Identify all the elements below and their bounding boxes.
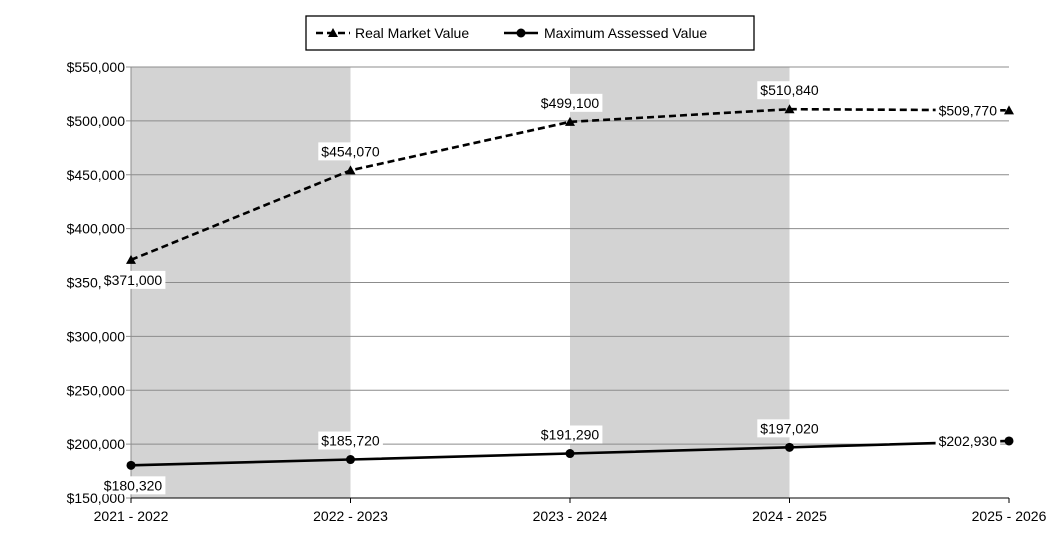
data-label-text: $180,320 xyxy=(104,477,163,493)
y-tick-label: $300,000 xyxy=(67,328,126,344)
x-tick-label: 2024 - 2025 xyxy=(752,508,827,524)
y-tick-label: $250,000 xyxy=(67,382,126,398)
data-label: $180,320 xyxy=(100,476,166,495)
real-market-value-line xyxy=(130,107,1010,262)
y-tick-label: $500,000 xyxy=(67,113,126,129)
y-tick-label: $450,000 xyxy=(67,167,126,183)
data-label-background xyxy=(537,425,603,444)
circle-point xyxy=(565,449,575,459)
y-tick-label: $200,000 xyxy=(67,436,126,452)
data-label-background xyxy=(318,142,383,161)
data-label: $499,100 xyxy=(537,93,603,112)
data-label: $371,000 xyxy=(100,270,166,289)
triangle-point xyxy=(126,254,136,264)
x-tick-label: 2023 - 2024 xyxy=(533,508,608,524)
data-label-background xyxy=(757,419,822,438)
triangle-point xyxy=(565,116,575,126)
data-label-text: $185,720 xyxy=(321,433,380,449)
triangle-point xyxy=(345,165,356,175)
data-label-background xyxy=(757,81,822,100)
triangle-point xyxy=(784,104,795,114)
legend-label: Maximum Assessed Value xyxy=(544,25,707,41)
x-tick-label: 2021 - 2022 xyxy=(94,508,169,524)
series-lines xyxy=(126,104,1014,470)
circle-point xyxy=(1004,436,1014,446)
data-label: $191,290 xyxy=(537,425,603,444)
y-tick-label: $550,000 xyxy=(67,59,126,75)
data-label-text: $499,100 xyxy=(541,95,600,111)
circle-point xyxy=(785,442,794,452)
data-label-background xyxy=(935,431,1001,450)
triangle-point xyxy=(1004,105,1014,115)
x-tick-label: 2025 - 2026 xyxy=(972,508,1047,524)
data-label-text: $202,930 xyxy=(939,433,998,449)
circle-point xyxy=(346,455,355,465)
data-label: $454,070 xyxy=(318,142,383,161)
y-tick-label: $400,000 xyxy=(67,221,126,237)
data-label: $510,840 xyxy=(757,81,822,100)
data-label-text: $191,290 xyxy=(541,427,600,443)
data-label-text: $197,020 xyxy=(760,420,819,436)
data-label: $509,770 xyxy=(935,101,1001,120)
data-label-background xyxy=(318,431,383,450)
legend-triangle-marker xyxy=(328,28,338,37)
x-tick-label: 2022 - 2023 xyxy=(313,508,388,524)
data-label-text: $509,770 xyxy=(939,102,998,118)
data-labels: $371,000 $454,070 $499,100 $510,840 $509,770… xyxy=(100,81,1001,495)
legend-circle-marker xyxy=(516,28,526,38)
circle-point xyxy=(126,460,136,470)
legend: Real Market Value Maximum Assessed Value xyxy=(305,15,755,51)
axes: $150,000$200,000$250,000$300,000$350,000… xyxy=(67,59,1047,524)
data-label-background xyxy=(935,101,1001,120)
data-label-text: $371,000 xyxy=(104,272,163,288)
data-label: $202,930 xyxy=(935,431,1001,450)
legend-label: Real Market Value xyxy=(355,25,469,41)
data-label-text: $510,840 xyxy=(760,82,819,98)
data-label: $197,020 xyxy=(757,419,822,438)
data-label-background xyxy=(100,270,166,289)
data-label-background xyxy=(100,476,166,495)
data-label-background xyxy=(537,93,603,112)
data-label: $185,720 xyxy=(318,431,383,450)
data-label-text: $454,070 xyxy=(321,143,380,159)
